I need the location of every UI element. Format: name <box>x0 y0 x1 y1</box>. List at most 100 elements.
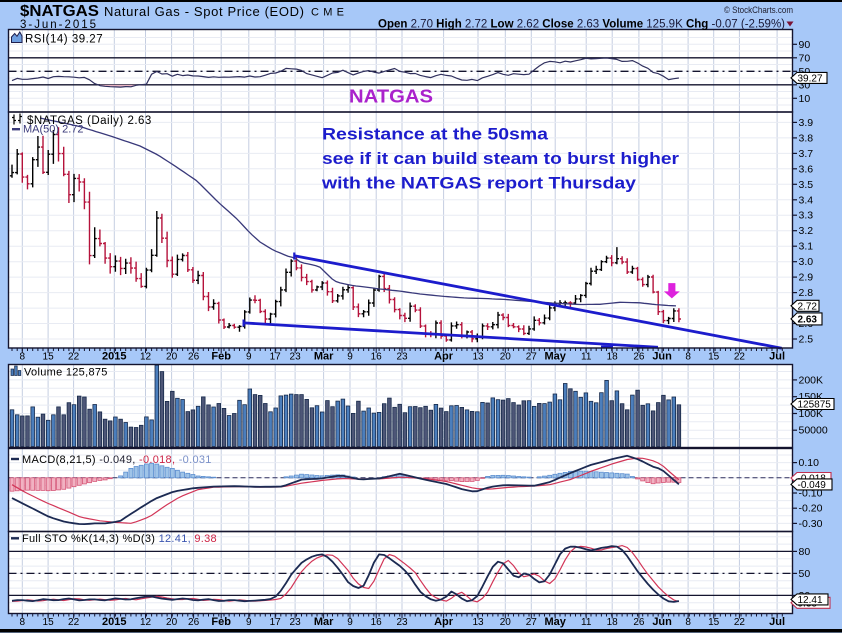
svg-text:20: 20 <box>500 352 512 363</box>
svg-text:27: 27 <box>526 617 538 628</box>
svg-text:Apr: Apr <box>434 616 454 628</box>
svg-text:see if it can build steam to b: see if it can build steam to burst highe… <box>322 149 679 168</box>
svg-text:Mar: Mar <box>314 351 334 363</box>
svg-text:Feb: Feb <box>211 616 231 628</box>
svg-text:200K: 200K <box>799 374 824 386</box>
svg-text:26: 26 <box>633 352 645 363</box>
svg-text:16: 16 <box>371 617 383 628</box>
svg-text:22: 22 <box>68 617 80 628</box>
svg-text:© StockCharts.com: © StockCharts.com <box>724 5 793 16</box>
svg-text:15: 15 <box>708 617 720 628</box>
svg-text:22: 22 <box>734 617 746 628</box>
svg-text:22: 22 <box>68 352 80 363</box>
svg-text:125875: 125875 <box>798 400 832 411</box>
svg-text:70: 70 <box>799 52 811 64</box>
svg-text:50000: 50000 <box>799 425 828 437</box>
svg-text:Jun: Jun <box>652 351 672 363</box>
svg-text:0.10: 0.10 <box>799 457 820 469</box>
svg-text:$NATGAS: $NATGAS <box>20 3 99 20</box>
svg-text:26: 26 <box>188 617 200 628</box>
svg-text:-0.049: -0.049 <box>798 480 827 491</box>
svg-text:20: 20 <box>500 617 512 628</box>
svg-text:23: 23 <box>290 352 302 363</box>
svg-text:3.1: 3.1 <box>799 241 814 253</box>
svg-text:80: 80 <box>799 546 811 558</box>
svg-text:10: 10 <box>799 93 811 105</box>
svg-text:Jul: Jul <box>769 616 785 628</box>
svg-text:8: 8 <box>20 617 26 628</box>
svg-text:26: 26 <box>188 352 200 363</box>
svg-text:2.72: 2.72 <box>798 301 818 312</box>
svg-text:Natural Gas - Spot Price (EOD): Natural Gas - Spot Price (EOD) <box>104 4 304 19</box>
svg-text:-0.20: -0.20 <box>799 503 823 515</box>
svg-text:9: 9 <box>246 352 252 363</box>
svg-text:39.27: 39.27 <box>798 73 823 84</box>
svg-text:May: May <box>544 351 566 363</box>
svg-text:$NATGAS (Daily) 2.63: $NATGAS (Daily) 2.63 <box>27 115 152 127</box>
svg-text:Open 2.70 High 2.72 Low 2.62 C: Open 2.70 High 2.72 Low 2.62 Close 2.63 … <box>378 19 785 31</box>
svg-text:15: 15 <box>43 352 55 363</box>
svg-text:15: 15 <box>43 617 55 628</box>
svg-text:22: 22 <box>734 352 746 363</box>
svg-text:2.63: 2.63 <box>798 314 818 325</box>
svg-text:-0.10: -0.10 <box>799 488 823 500</box>
svg-text:3.5: 3.5 <box>799 179 814 191</box>
svg-text:-0.30: -0.30 <box>799 518 823 530</box>
svg-text:Jun: Jun <box>652 616 672 628</box>
svg-text:20: 20 <box>166 617 178 628</box>
svg-text:Resistance at the 50sma: Resistance at the 50sma <box>322 125 549 144</box>
svg-text:3.9: 3.9 <box>799 117 814 129</box>
svg-text:Full STO %K(14,3) %D(3) 12.41,: Full STO %K(14,3) %D(3) 12.41, 9.38 <box>22 533 217 545</box>
svg-text:13: 13 <box>472 617 484 628</box>
svg-text:2.5: 2.5 <box>799 334 814 346</box>
svg-text:Feb: Feb <box>211 351 231 363</box>
svg-text:9: 9 <box>347 617 353 628</box>
svg-text:Volume 125,875: Volume 125,875 <box>24 367 108 379</box>
svg-text:15: 15 <box>708 352 720 363</box>
svg-text:Apr: Apr <box>434 351 454 363</box>
svg-text:with the NATGAS report Thursda: with the NATGAS report Thursday <box>321 174 637 193</box>
svg-text:11: 11 <box>581 352 592 363</box>
svg-text:50: 50 <box>799 568 811 580</box>
svg-text:3.3: 3.3 <box>799 210 814 222</box>
svg-text:27: 27 <box>526 352 538 363</box>
svg-text:90: 90 <box>799 39 811 51</box>
svg-text:3.6: 3.6 <box>799 163 814 175</box>
svg-text:2.9: 2.9 <box>799 272 814 284</box>
svg-text:11: 11 <box>581 617 592 628</box>
svg-text:May: May <box>544 616 566 628</box>
svg-text:MA(50) 2.72: MA(50) 2.72 <box>23 124 84 136</box>
svg-text:MACD(8,21,5) -0.049, -0.018, -: MACD(8,21,5) -0.049, -0.018, -0.031 <box>22 454 212 466</box>
svg-text:23: 23 <box>396 617 408 628</box>
svg-text:16: 16 <box>371 352 383 363</box>
svg-text:17: 17 <box>270 617 282 628</box>
svg-text:3.2: 3.2 <box>799 225 814 237</box>
svg-text:3.8: 3.8 <box>799 132 814 144</box>
svg-text:2015: 2015 <box>102 616 126 628</box>
svg-text:Jul: Jul <box>769 351 785 363</box>
svg-text:17: 17 <box>270 352 282 363</box>
svg-text:23: 23 <box>290 617 302 628</box>
svg-text:8: 8 <box>685 352 691 363</box>
svg-text:9: 9 <box>347 352 353 363</box>
svg-text:26: 26 <box>633 617 645 628</box>
svg-text:Mar: Mar <box>314 616 334 628</box>
svg-text:13: 13 <box>472 352 484 363</box>
svg-text:18: 18 <box>607 617 619 628</box>
svg-text:RSI(14) 39.27: RSI(14) 39.27 <box>25 33 103 45</box>
svg-text:8: 8 <box>685 617 691 628</box>
svg-text:12.41: 12.41 <box>798 595 823 606</box>
svg-text:CME: CME <box>311 7 344 19</box>
svg-text:100K: 100K <box>799 408 824 420</box>
svg-text:20: 20 <box>166 352 178 363</box>
svg-text:2015: 2015 <box>102 351 126 363</box>
svg-text:3.0: 3.0 <box>799 256 814 268</box>
svg-text:12: 12 <box>140 352 152 363</box>
svg-text:3.7: 3.7 <box>799 148 814 160</box>
svg-text:8: 8 <box>20 352 26 363</box>
svg-text:3-Jun-2015: 3-Jun-2015 <box>20 19 96 31</box>
svg-text:3.4: 3.4 <box>799 194 814 206</box>
svg-text:18: 18 <box>607 352 619 363</box>
svg-text:12: 12 <box>140 617 152 628</box>
svg-text:9: 9 <box>246 617 252 628</box>
